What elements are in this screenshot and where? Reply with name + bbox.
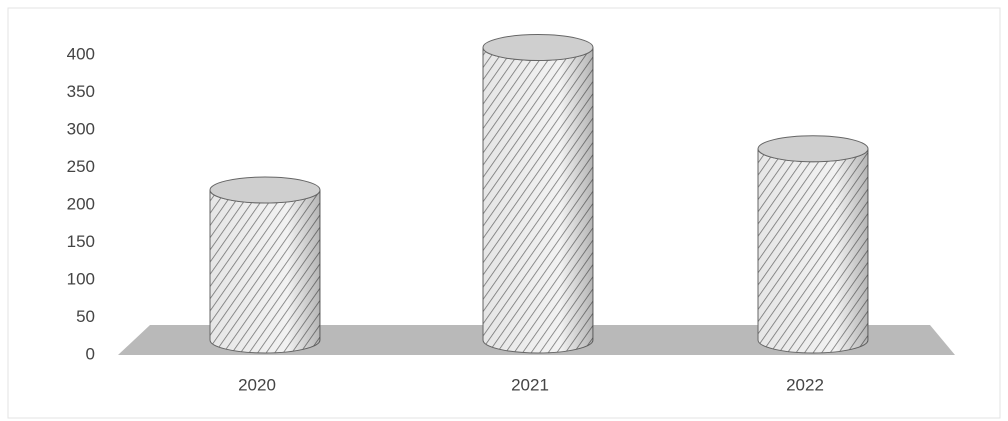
y-tick-label: 400 [67, 44, 95, 63]
cylinder-shade [758, 148, 868, 353]
frame [7, 7, 1001, 419]
cylinder-top [209, 176, 321, 204]
x-tick-label: 2020 [238, 375, 276, 394]
cylinder [482, 34, 594, 354]
cylinder-shade [483, 47, 593, 353]
y-tick-label: 200 [67, 194, 95, 213]
y-tick-label: 150 [67, 232, 95, 251]
cylinder-top [482, 34, 594, 61]
y-tick-label: 250 [67, 157, 95, 176]
cylinder-top [757, 135, 869, 163]
cylinder [209, 176, 321, 354]
y-tick-label: 100 [67, 269, 95, 288]
y-tick-label: 350 [67, 82, 95, 101]
x-tick-label: 2021 [511, 375, 549, 394]
x-tick-label: 2022 [786, 375, 824, 394]
cylinder-shade [210, 190, 320, 353]
y-tick-label: 300 [67, 119, 95, 138]
y-tick-label: 0 [86, 344, 95, 363]
y-tick-label: 50 [76, 307, 95, 326]
cylinder [757, 135, 869, 354]
